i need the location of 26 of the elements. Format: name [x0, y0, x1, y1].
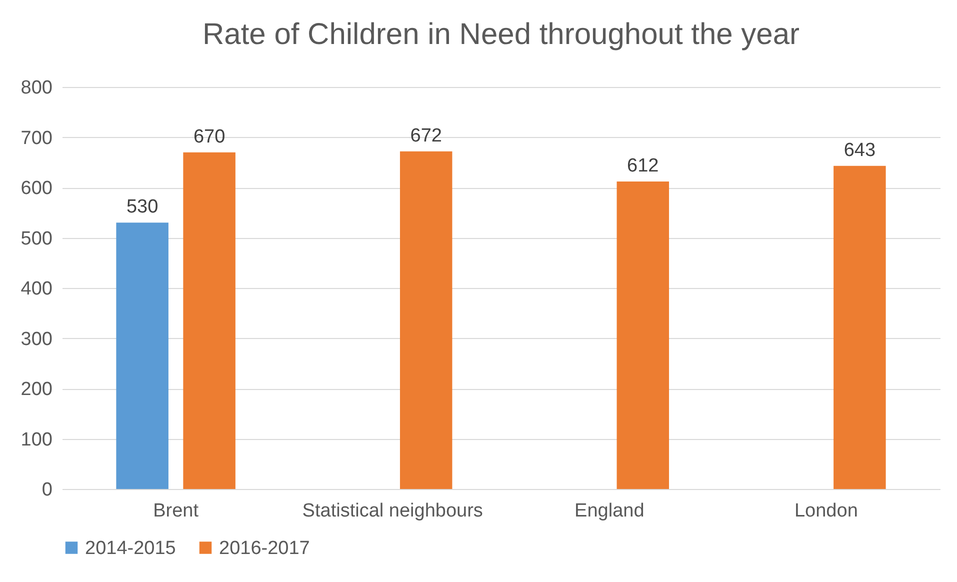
y-tick-label: 500 [20, 228, 52, 250]
bar [834, 166, 886, 489]
bar [400, 151, 452, 489]
bar [616, 181, 670, 489]
bar [116, 222, 168, 489]
x-tick-label: England [574, 500, 644, 522]
y-tick-label: 0 [42, 480, 52, 500]
legend-label: 2014-2015 [85, 538, 176, 559]
x-tick-label: Statistical neighbours [302, 500, 483, 522]
data-label: 530 [126, 196, 158, 218]
data-label: 672 [410, 125, 442, 146]
data-label: 643 [844, 140, 876, 161]
data-label: 612 [627, 155, 659, 176]
legend-label: 2016-2017 [219, 538, 310, 559]
x-tick-label: London [794, 500, 858, 522]
x-tick-label: Brent [153, 500, 200, 522]
y-tick-label: 200 [20, 379, 52, 400]
bar [183, 152, 236, 489]
y-tick-label: 700 [20, 128, 52, 149]
data-label: 670 [193, 126, 226, 148]
y-tick-label: 300 [20, 328, 52, 350]
y-tick-label: 600 [20, 178, 52, 199]
y-tick-label: 400 [20, 278, 52, 300]
y-tick-label: 100 [20, 429, 52, 450]
chart-title: Rate of Children in Need throughout the year [202, 18, 800, 51]
y-tick-label: 800 [20, 78, 52, 98]
